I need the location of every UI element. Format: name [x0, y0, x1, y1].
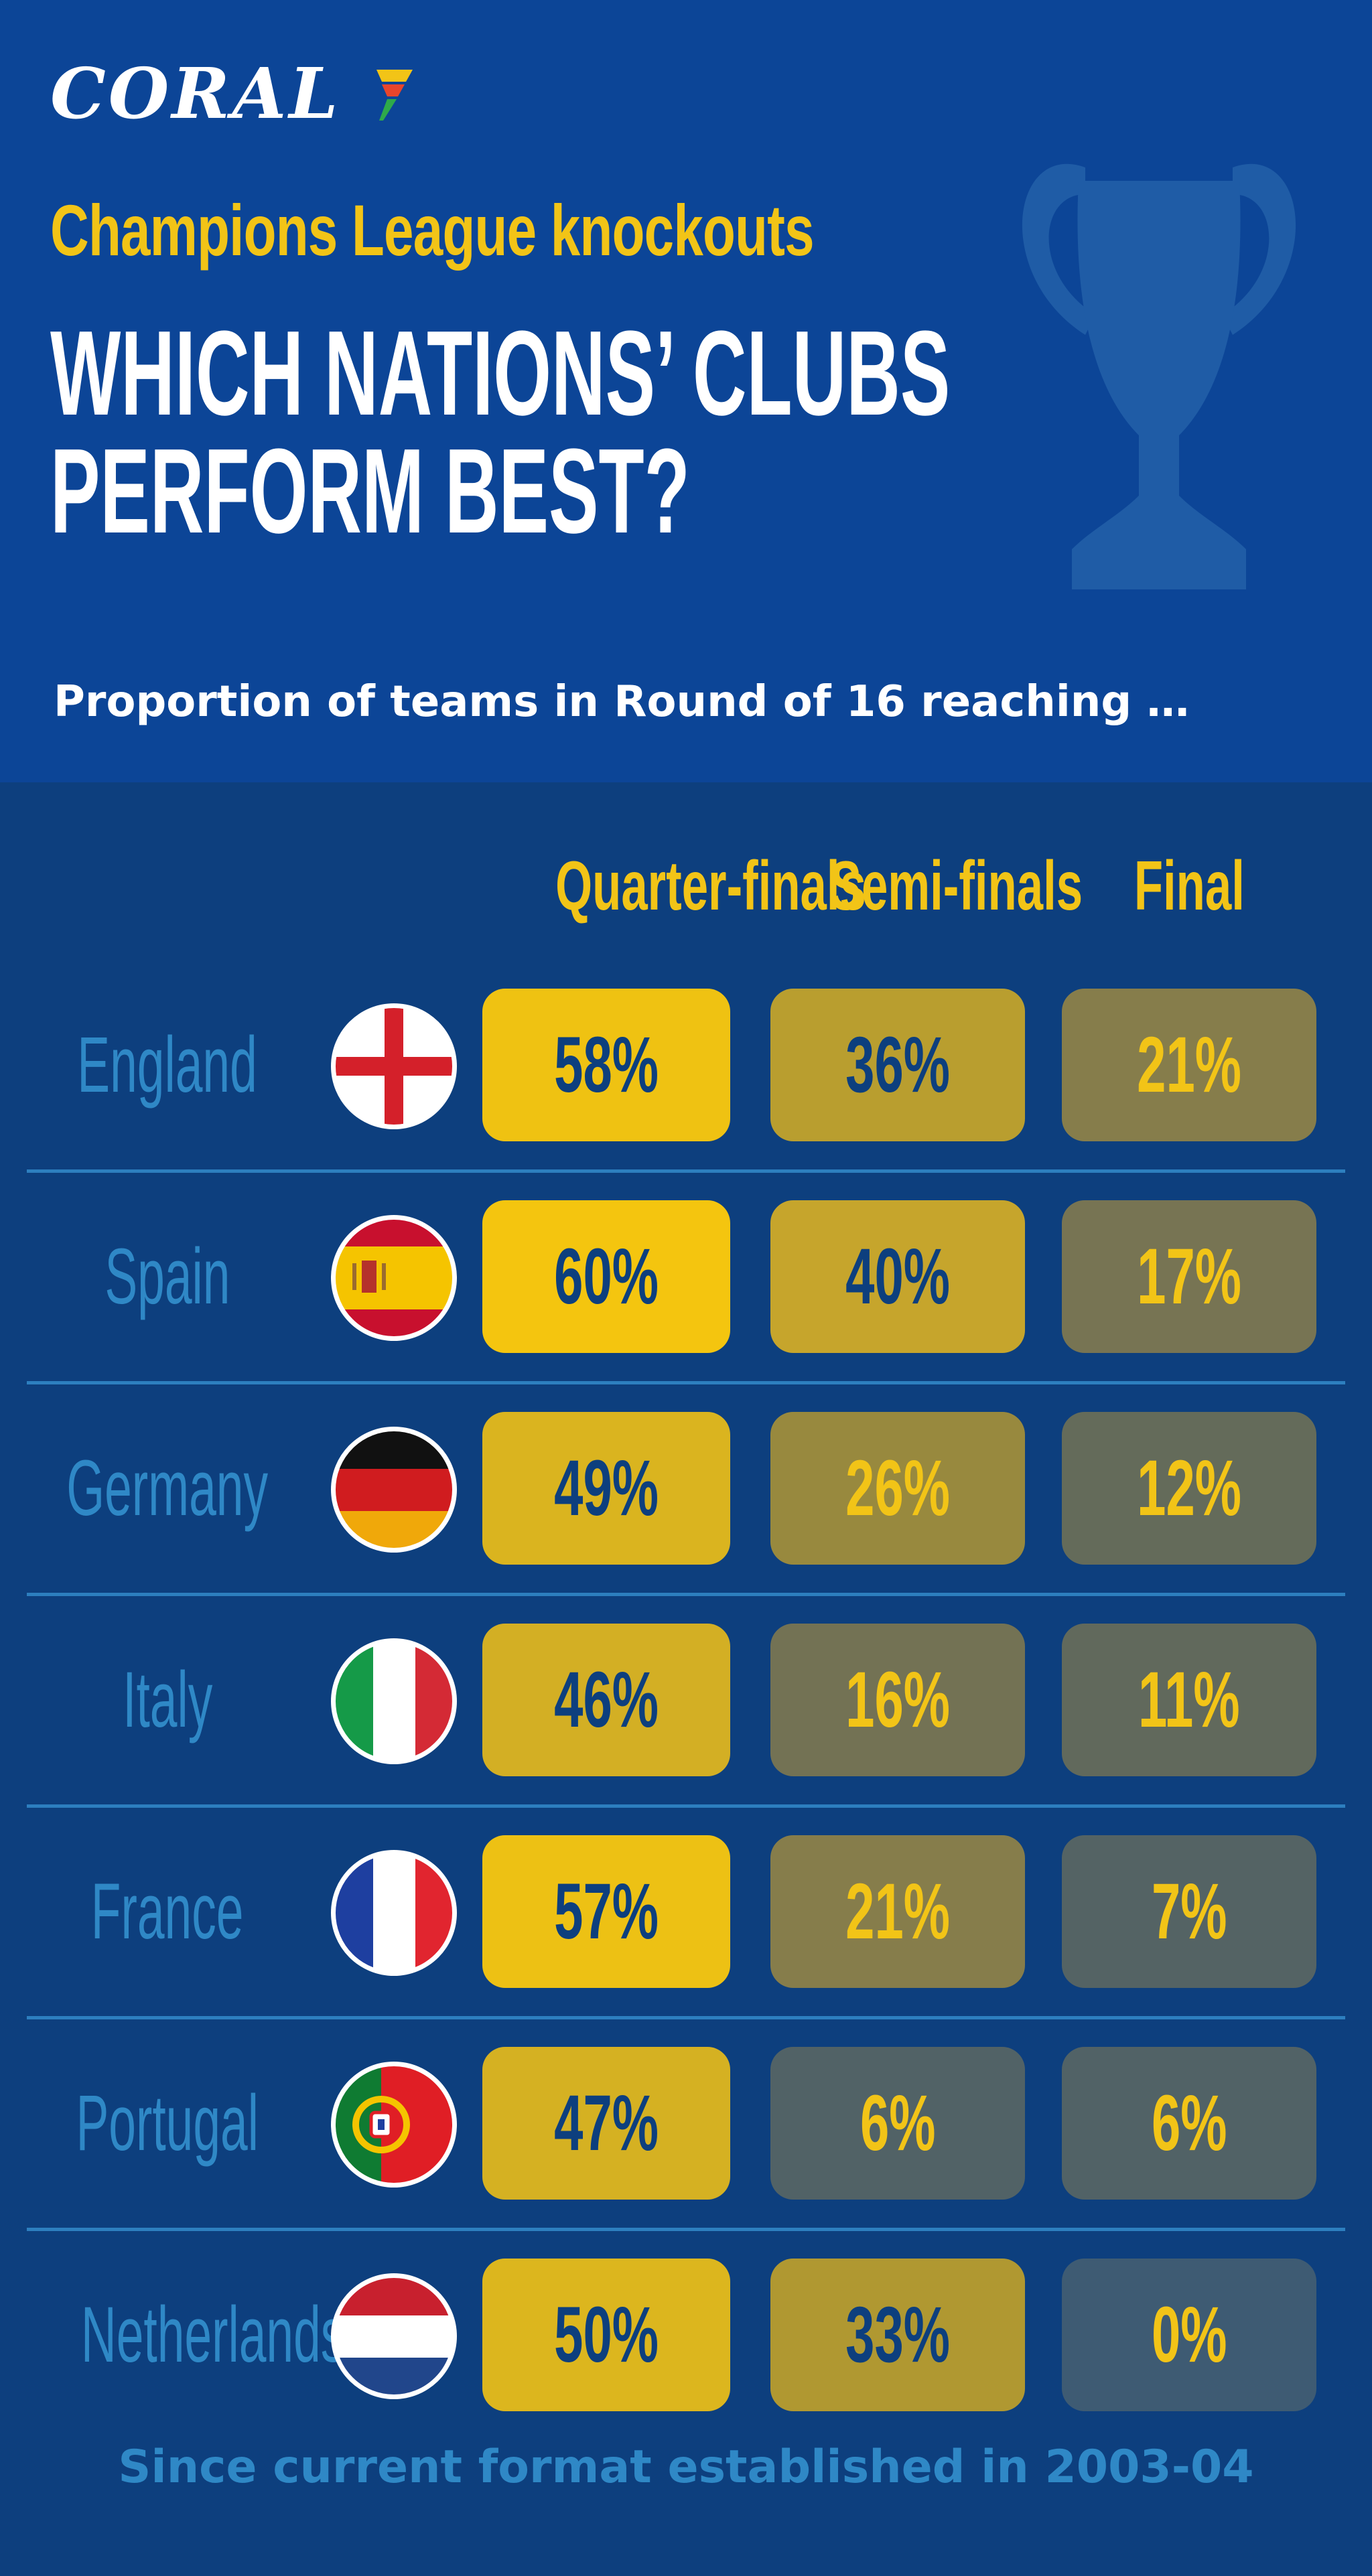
page-title: WHICH NATIONS’ CLUBS PERFORM BEST? — [50, 315, 950, 551]
value-cell-semi-finals: 40% — [770, 1200, 1025, 1353]
nation-label: Portugal — [0, 2017, 335, 2229]
value-cell-semi-finals: 36% — [770, 989, 1025, 1141]
value-cell-quarter-finals: 46% — [482, 1624, 730, 1776]
table-row: France 57% 21% 7% — [0, 1806, 1372, 2017]
value-cell-final: 6% — [1062, 2047, 1316, 2200]
value-cell-semi-finals: 26% — [770, 1412, 1025, 1565]
subtitle: Champions League knockouts — [50, 194, 814, 267]
column-header-quarter-finals: Quarter-finals — [482, 849, 730, 923]
value-cell-final: 21% — [1062, 989, 1316, 1141]
nation-label: Netherlands — [0, 2229, 335, 2441]
nation-label: France — [0, 1806, 335, 2017]
intro-text: Proportion of teams in Round of 16 reach… — [54, 681, 1189, 723]
value-cell-quarter-finals: 60% — [482, 1200, 730, 1353]
value-cell-quarter-finals: 49% — [482, 1412, 730, 1565]
nation-label: Spain — [0, 1171, 335, 1382]
germany-flag-icon — [331, 1427, 457, 1553]
nation-label: Italy — [0, 1594, 335, 1806]
table-row: Portugal 47% 6% 6% — [0, 2017, 1372, 2229]
value-cell-quarter-finals: 58% — [482, 989, 730, 1141]
footer-note: Since current format established in 2003… — [0, 2445, 1372, 2490]
value-cell-quarter-finals: 50% — [482, 2259, 730, 2411]
nation-label: England — [0, 959, 335, 1171]
portugal-flag-icon — [331, 2062, 457, 2188]
column-header-semi-finals: Semi-finals — [770, 849, 1025, 923]
value-cell-final: 12% — [1062, 1412, 1316, 1565]
table-row: England 58% 36% 21% — [0, 959, 1372, 1171]
table-row: Netherlands 50% 33% 0% — [0, 2229, 1372, 2441]
value-cell-final: 7% — [1062, 1835, 1316, 1988]
coral-logo: CORAL — [50, 59, 341, 129]
coral-flag-icon — [367, 64, 414, 121]
value-cell-quarter-finals: 47% — [482, 2047, 730, 2200]
trophy-icon — [985, 121, 1333, 616]
header: CORAL Champions League knockouts WHICH N… — [0, 0, 1372, 782]
value-cell-final: 11% — [1062, 1624, 1316, 1776]
title-line-1: WHICH NATIONS’ CLUBS — [50, 315, 950, 433]
value-cell-semi-finals: 6% — [770, 2047, 1025, 2200]
value-cell-quarter-finals: 57% — [482, 1835, 730, 1988]
value-cell-semi-finals: 16% — [770, 1624, 1025, 1776]
value-cell-semi-finals: 33% — [770, 2259, 1025, 2411]
value-cell-final: 17% — [1062, 1200, 1316, 1353]
france-flag-icon — [331, 1850, 457, 1976]
england-flag-icon — [331, 1003, 457, 1129]
netherlands-flag-icon — [331, 2273, 457, 2399]
table-row: Spain 60% 40% 17% — [0, 1171, 1372, 1382]
nation-label: Germany — [0, 1382, 335, 1594]
italy-flag-icon — [331, 1638, 457, 1764]
spain-flag-icon — [331, 1215, 457, 1341]
title-line-2: PERFORM BEST? — [50, 433, 950, 551]
value-cell-semi-finals: 21% — [770, 1835, 1025, 1988]
value-cell-final: 0% — [1062, 2259, 1316, 2411]
table-row: Germany 49% 26% 12% — [0, 1382, 1372, 1594]
column-header-final: Final — [1062, 849, 1316, 923]
table-row: Italy 46% 16% 11% — [0, 1594, 1372, 1806]
